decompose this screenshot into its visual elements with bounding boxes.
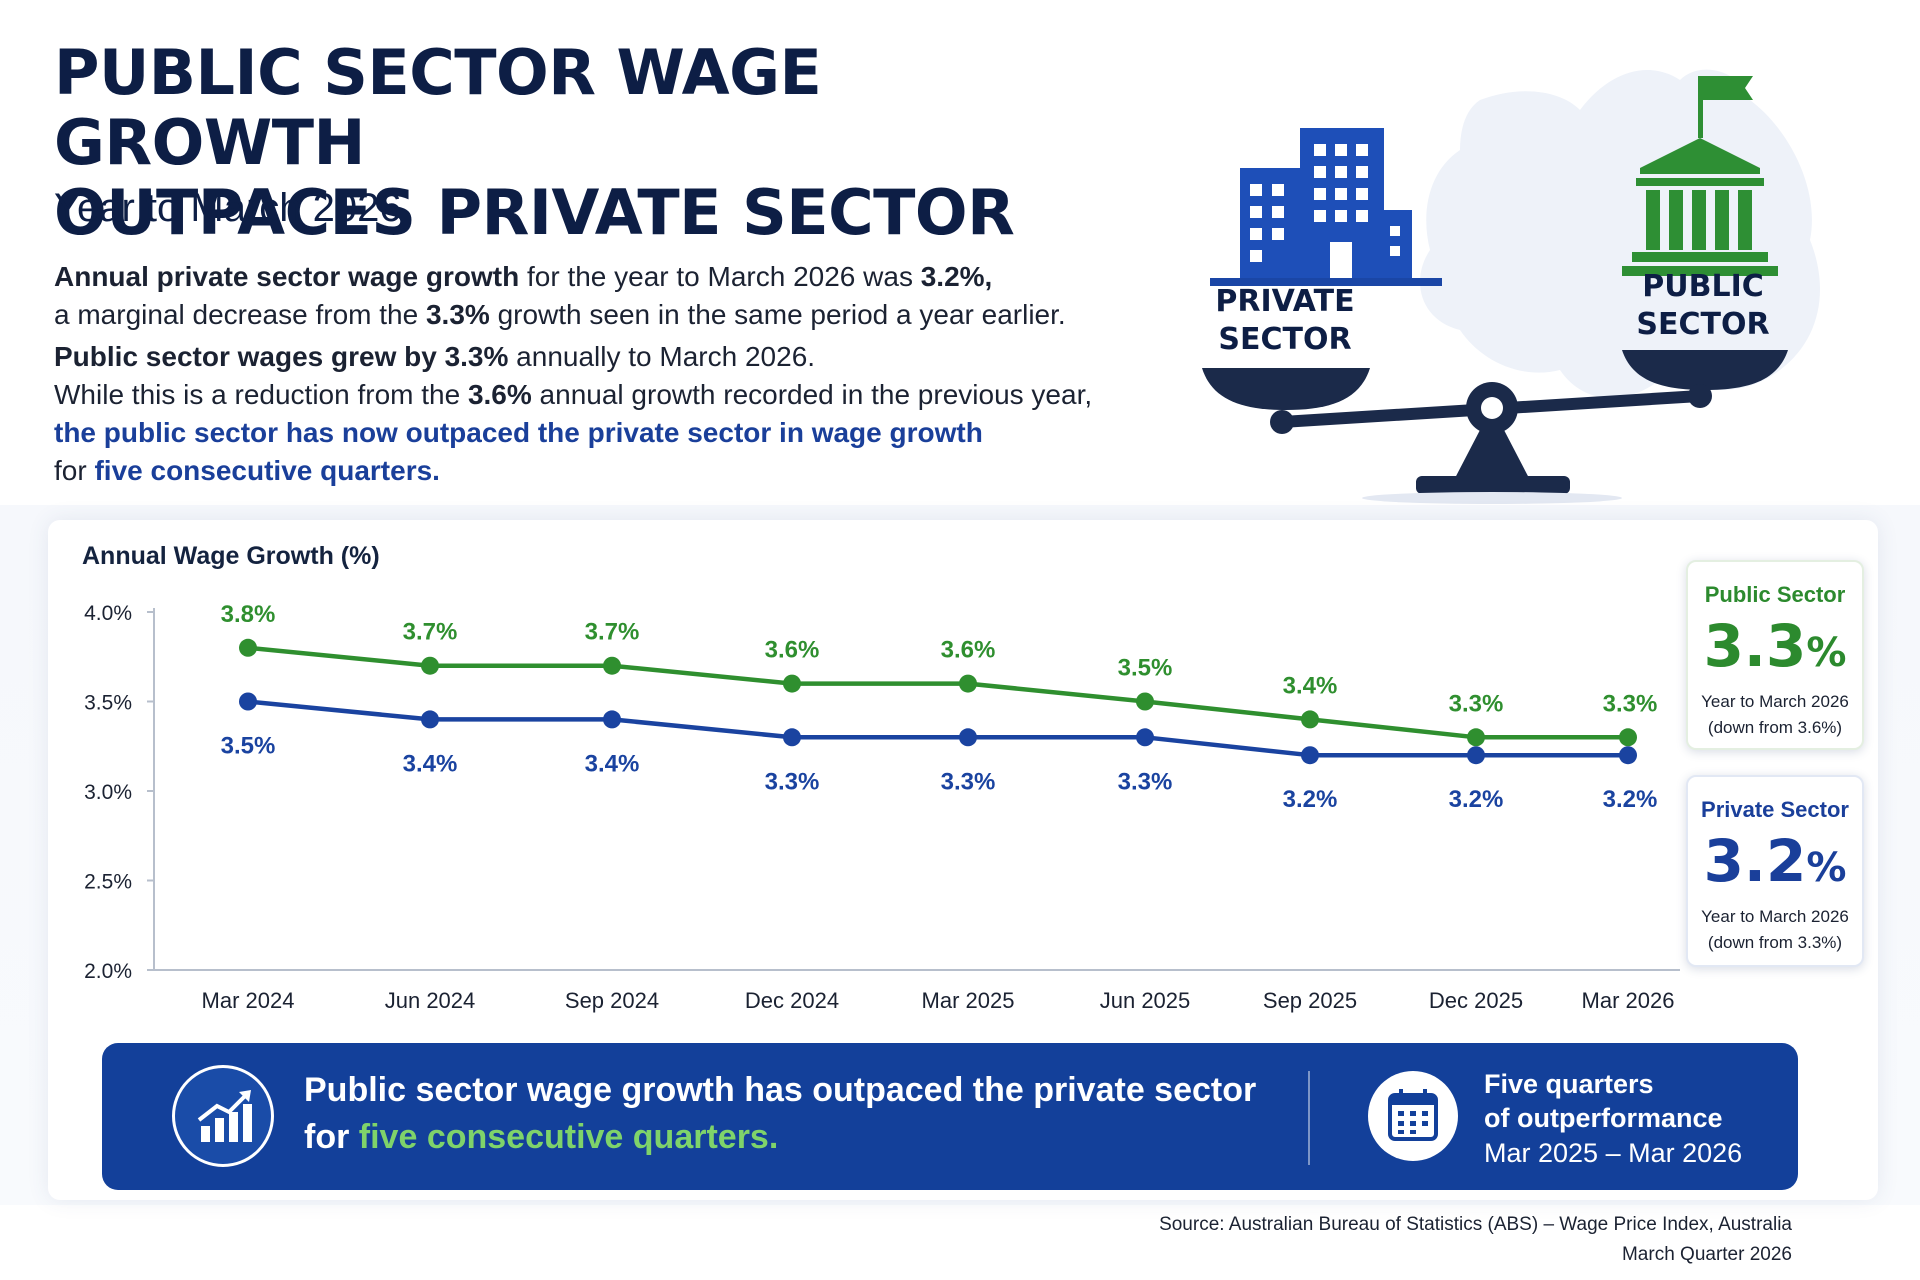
private-sector-label-2: SECTOR <box>1218 322 1351 357</box>
data-label: 3.2% <box>1449 786 1504 813</box>
data-point <box>1301 710 1319 729</box>
summary-banner: Public sector wage growth has outpaced t… <box>102 1043 1798 1190</box>
banner-side-text: Five quarters of outperformance Mar 2025… <box>1484 1069 1743 1168</box>
data-point <box>421 710 439 729</box>
data-label: 3.4% <box>1283 672 1338 699</box>
private-sector-label-1: PRIVATE <box>1215 284 1354 319</box>
hero-illustration: PRIVATE SECTOR PUBLIC SECTOR <box>1202 69 1820 504</box>
data-point <box>421 656 439 675</box>
x-tick-label: Dec 2025 <box>1429 988 1523 1013</box>
data-label: 3.3% <box>1603 690 1658 717</box>
data-point <box>959 728 977 747</box>
intro-paragraph: Annual private sector wage growth for th… <box>54 258 1174 490</box>
data-label: 3.5% <box>1118 655 1173 682</box>
data-point <box>1619 746 1637 765</box>
data-label: 3.6% <box>941 637 996 664</box>
y-tick-label: 3.5% <box>84 692 132 715</box>
intro-line-1: Annual private sector wage growth for th… <box>54 261 993 292</box>
card-note: Year to March 2026 (down from 3.6%) <box>1701 692 1849 737</box>
x-tick-label: Jun 2024 <box>385 988 476 1013</box>
chart-title: Annual Wage Growth (%) <box>82 542 380 570</box>
x-tick-label: Mar 2024 <box>202 988 295 1013</box>
public-sector-label-2: SECTOR <box>1636 307 1769 342</box>
data-point <box>783 674 801 693</box>
series-line-private <box>247 699 1628 758</box>
y-tick-label: 2.0% <box>84 960 132 983</box>
title-line-1: PUBLIC SECTOR WAGE GROWTH <box>54 36 822 179</box>
data-label: 3.7% <box>585 619 640 646</box>
data-point <box>603 656 621 675</box>
data-point <box>1301 746 1319 765</box>
banner-message: Public sector wage growth has outpaced t… <box>304 1071 1257 1156</box>
intro-line-5: the public sector has now outpaced the p… <box>54 417 983 448</box>
data-point <box>603 710 621 729</box>
x-tick-label: Mar 2025 <box>922 988 1015 1013</box>
card-value: 3.2% <box>1703 827 1847 895</box>
data-label: 3.7% <box>403 619 458 646</box>
data-label: 3.2% <box>1603 786 1658 813</box>
data-label: 3.6% <box>765 637 820 664</box>
y-tick-label: 2.5% <box>84 871 132 894</box>
page-title: PUBLIC SECTOR WAGE GROWTH OUTPACES PRIVA… <box>54 38 1134 248</box>
calendar-icon <box>1368 1071 1458 1161</box>
data-point <box>239 692 257 711</box>
data-point <box>1619 728 1637 747</box>
data-point <box>1136 728 1154 747</box>
government-building-icon <box>1622 76 1778 276</box>
data-point <box>959 674 977 693</box>
banner-divider <box>1308 1071 1310 1165</box>
data-label: 3.3% <box>765 768 820 795</box>
series-line-public <box>247 645 1628 740</box>
data-label: 3.3% <box>1449 690 1504 717</box>
data-point <box>783 728 801 747</box>
balance-scale-icon <box>1202 350 1788 494</box>
data-point <box>1467 728 1485 747</box>
intro-line-6: for five consecutive quarters. <box>54 455 440 486</box>
source-note: Source: Australian Bureau of Statistics … <box>1159 1214 1792 1265</box>
page-subtitle: Year to March 2026 <box>54 186 402 230</box>
intro-line-4: While this is a reduction from the 3.6% … <box>54 379 1093 410</box>
data-point <box>239 638 257 657</box>
flag-icon <box>1703 76 1753 100</box>
x-tick-label: Mar 2026 <box>1582 988 1675 1013</box>
public-sector-card: Public Sector 3.3% Year to March 2026 (do… <box>1686 560 1864 750</box>
y-tick-label: 4.0% <box>84 602 132 625</box>
intro-line-3: Public sector wages grew by 3.3% annuall… <box>54 341 816 372</box>
data-point <box>1467 746 1485 765</box>
x-tick-label: Dec 2024 <box>745 988 839 1013</box>
growth-chart-icon <box>172 1065 274 1167</box>
x-tick-label: Sep 2024 <box>565 988 659 1013</box>
y-tick-label: 3.0% <box>84 781 132 804</box>
data-label: 3.3% <box>941 768 996 795</box>
intro-line-2: a marginal decrease from the 3.3% growth… <box>54 299 1066 330</box>
card-note: Year to March 2026 (down from 3.3%) <box>1701 907 1849 952</box>
x-tick-label: Sep 2025 <box>1263 988 1357 1013</box>
private-sector-card: Private Sector 3.2% Year to March 2026 (d… <box>1686 775 1864 967</box>
card-series-name: Public Sector <box>1704 582 1846 607</box>
card-value: 3.3% <box>1703 612 1847 680</box>
card-series-name: Private Sector <box>1701 797 1849 822</box>
data-label: 3.5% <box>221 733 276 760</box>
data-label: 3.3% <box>1118 768 1173 795</box>
data-label: 3.2% <box>1283 786 1338 813</box>
public-sector-label-1: PUBLIC <box>1642 269 1764 304</box>
data-label: 3.4% <box>585 750 640 777</box>
data-label: 3.8% <box>221 601 276 628</box>
x-tick-label: Jun 2025 <box>1100 988 1191 1013</box>
data-label: 3.4% <box>403 750 458 777</box>
title-line-2: OUTPACES PRIVATE SECTOR <box>54 176 1015 249</box>
data-point <box>1136 692 1154 711</box>
